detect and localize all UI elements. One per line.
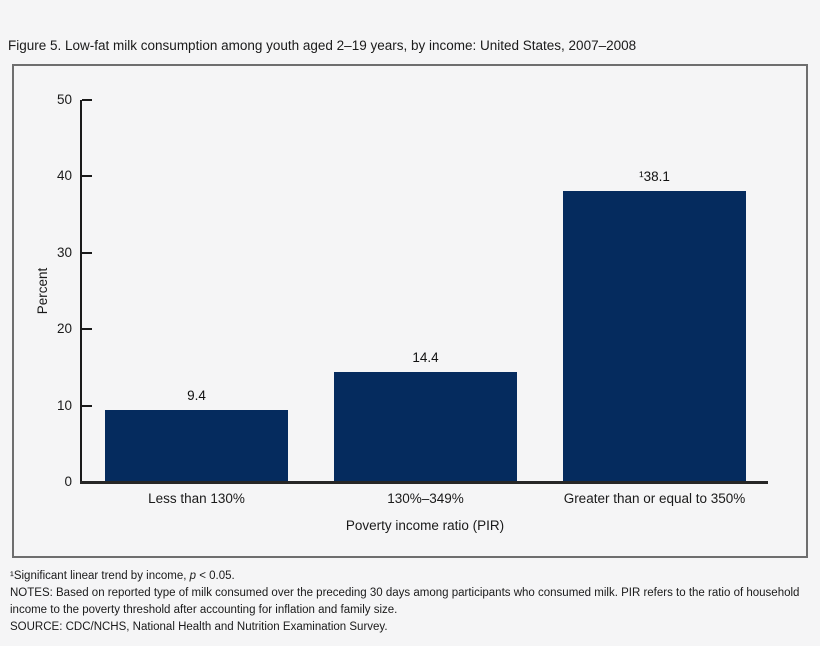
x-category-label: Less than 130% [148,491,245,506]
x-axis-title: Poverty income ratio (PIR) [345,518,505,533]
footnotes: ¹Significant linear trend by income, p <… [10,568,800,636]
x-axis-line [80,481,768,484]
y-axis-tick [82,251,92,254]
y-axis-tick-label: 30 [56,244,72,260]
y-axis-tick-label: 0 [64,474,72,489]
y-axis-tick-label: 10 [56,397,72,413]
footnote-p-symbol: p [189,570,197,582]
y-axis-tick [82,175,92,178]
y-axis-tick-label: 50 [56,92,72,107]
bar [563,190,746,482]
x-category-label: 130%–349% [387,491,464,506]
bar-value-label: 14.4 [412,349,439,365]
footnote-significance: ¹Significant linear trend by income, p <… [10,568,800,585]
footnote-significance-text: ¹Significant linear trend by income, [10,570,190,582]
footnote-significance-value: < 0.05. [196,570,235,582]
y-axis-title: Percent [35,267,50,315]
bar [334,371,517,482]
y-axis-tick [82,404,92,407]
bar-value-label: 9.4 [187,388,206,404]
x-category-label: Greater than or equal to 350% [563,491,746,506]
y-axis-tick-label: 20 [56,321,72,337]
bar-value-label: ¹38.1 [639,168,670,184]
y-axis-line [80,100,82,484]
y-axis-tick [82,99,92,101]
bar [105,410,288,482]
y-axis-tick-label: 40 [56,168,72,184]
figure-title: Figure 5. Low-fat milk consumption among… [8,38,637,53]
footnote-source: SOURCE: CDC/NCHS, National Health and Nu… [10,621,388,633]
footnote-notes: NOTES: Based on reported type of milk co… [10,587,800,616]
y-axis-tick [82,328,92,331]
